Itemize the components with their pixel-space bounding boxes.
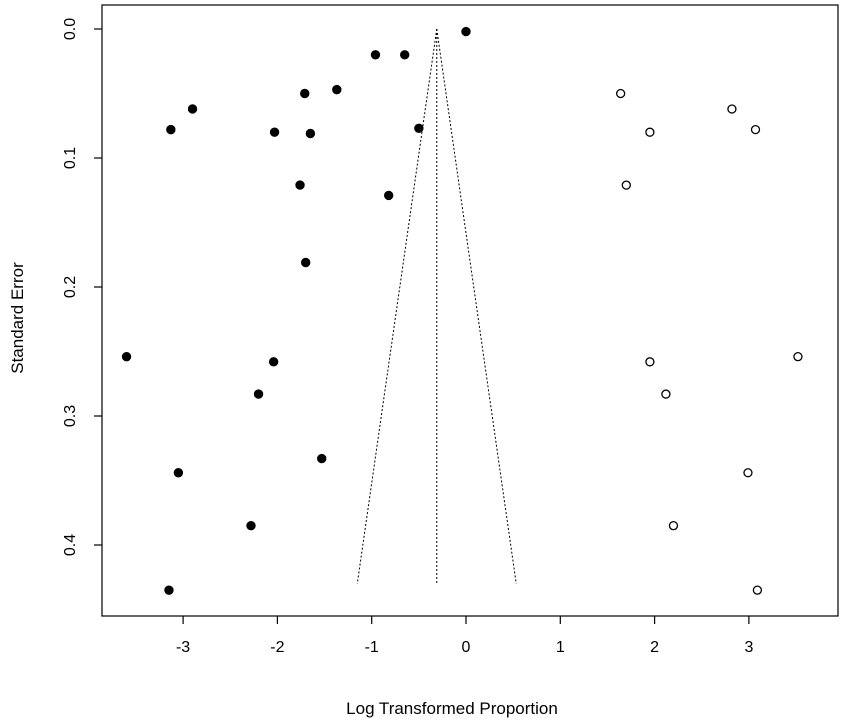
observed-point: [173, 468, 184, 478]
observed-point: [269, 127, 280, 137]
imputed-point: [661, 389, 671, 399]
observed-point: [164, 585, 174, 595]
imputed-point: [621, 180, 631, 190]
imputed-point: [793, 352, 803, 362]
observed-point: [300, 88, 310, 99]
observed-point: [121, 351, 132, 362]
imputed-point: [727, 104, 737, 114]
x-tick-label: 3: [744, 639, 753, 656]
observed-point: [305, 128, 316, 139]
imputed-point: [668, 521, 679, 531]
y-tick-label: 0.1: [62, 147, 79, 169]
imputed-point: [750, 124, 761, 135]
y-tick-label: 0.2: [62, 276, 79, 298]
plot-frame: [101, 4, 839, 617]
y-tick-label: 0.4: [62, 534, 79, 556]
observed-point: [383, 190, 394, 201]
observed-point: [332, 84, 342, 95]
funnel-right-line: [436, 28, 517, 584]
imputed-point: [752, 585, 763, 595]
observed-point: [246, 520, 256, 531]
x-tick-label: 1: [556, 639, 565, 656]
observed-point: [370, 50, 381, 60]
y-tick-label: 0.3: [62, 405, 79, 427]
imputed-point: [743, 468, 753, 478]
funnel-lines: [356, 28, 517, 584]
y-axis-title: Standard Error: [8, 262, 27, 374]
funnel-left-line: [356, 28, 438, 584]
observed-point: [317, 453, 327, 464]
observed-point: [400, 50, 410, 60]
imputed-point: [616, 88, 626, 99]
imputed-point: [645, 357, 655, 367]
observed-point: [166, 124, 176, 135]
observed-point: [253, 389, 264, 399]
observed-point: [187, 104, 198, 114]
observed-point: [300, 257, 311, 268]
observed-point: [295, 180, 305, 190]
x-axis: -3 -2 -1 0 1 2 3: [176, 616, 753, 656]
x-tick-label: -1: [365, 639, 379, 656]
x-tick-label: -2: [270, 639, 284, 656]
imputed-point: [645, 127, 655, 137]
y-axis: 0.0 0.1 0.2 0.3 0.4: [62, 18, 102, 556]
observed-point: [461, 26, 471, 37]
y-tick-label: 0.0: [62, 18, 79, 40]
data-points: [121, 26, 803, 595]
x-axis-title: Log Transformed Proportion: [346, 699, 558, 718]
observed-point: [268, 357, 279, 367]
x-tick-label: 2: [650, 639, 659, 656]
x-tick-label: 0: [462, 639, 471, 656]
observed-point: [414, 123, 424, 134]
x-tick-label: -3: [176, 639, 190, 656]
